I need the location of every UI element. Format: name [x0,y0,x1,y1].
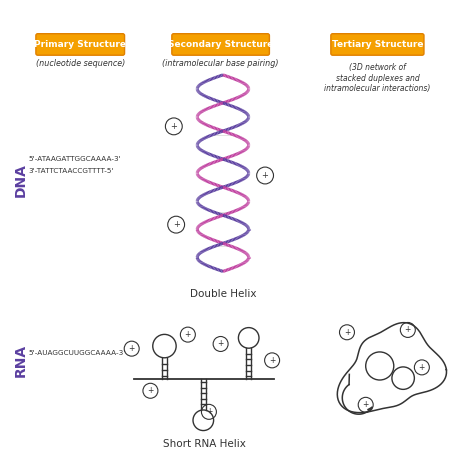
FancyBboxPatch shape [172,34,269,55]
Text: 5'-AUAGGCUUGGCAAAA-3': 5'-AUAGGCUUGGCAAAA-3' [29,351,126,356]
Text: +: + [128,344,135,353]
Text: +: + [262,171,268,180]
Text: DNA: DNA [14,163,28,197]
Text: Primary Structure: Primary Structure [34,40,126,49]
Text: (nucleotide sequence): (nucleotide sequence) [36,59,125,68]
Text: +: + [269,356,275,365]
Text: +: + [405,325,411,335]
Text: Short RNA Helix: Short RNA Helix [163,439,246,449]
Text: +: + [185,330,191,339]
Text: +: + [170,122,177,131]
Text: Tertiary Structure: Tertiary Structure [332,40,423,49]
Text: +: + [147,386,154,395]
FancyBboxPatch shape [331,34,424,55]
Text: (3D network of
stacked duplexes and
intramolecular interactions): (3D network of stacked duplexes and intr… [324,63,430,93]
Text: +: + [363,400,369,410]
Text: +: + [218,339,224,349]
Text: Secondary Structure: Secondary Structure [168,40,273,49]
Text: +: + [173,220,180,229]
Text: 3'-TATTCTAACCGTTTT-5': 3'-TATTCTAACCGTTTT-5' [29,168,114,174]
Text: Double Helix: Double Helix [190,289,256,299]
FancyBboxPatch shape [36,34,125,55]
Text: +: + [419,363,425,372]
Text: (intramolecular base pairing): (intramolecular base pairing) [163,59,279,68]
Text: +: + [206,407,212,417]
Text: +: + [344,328,350,337]
Text: RNA: RNA [14,344,28,377]
Text: 5'-ATAAGATTGGCAAAA-3': 5'-ATAAGATTGGCAAAA-3' [29,156,121,162]
